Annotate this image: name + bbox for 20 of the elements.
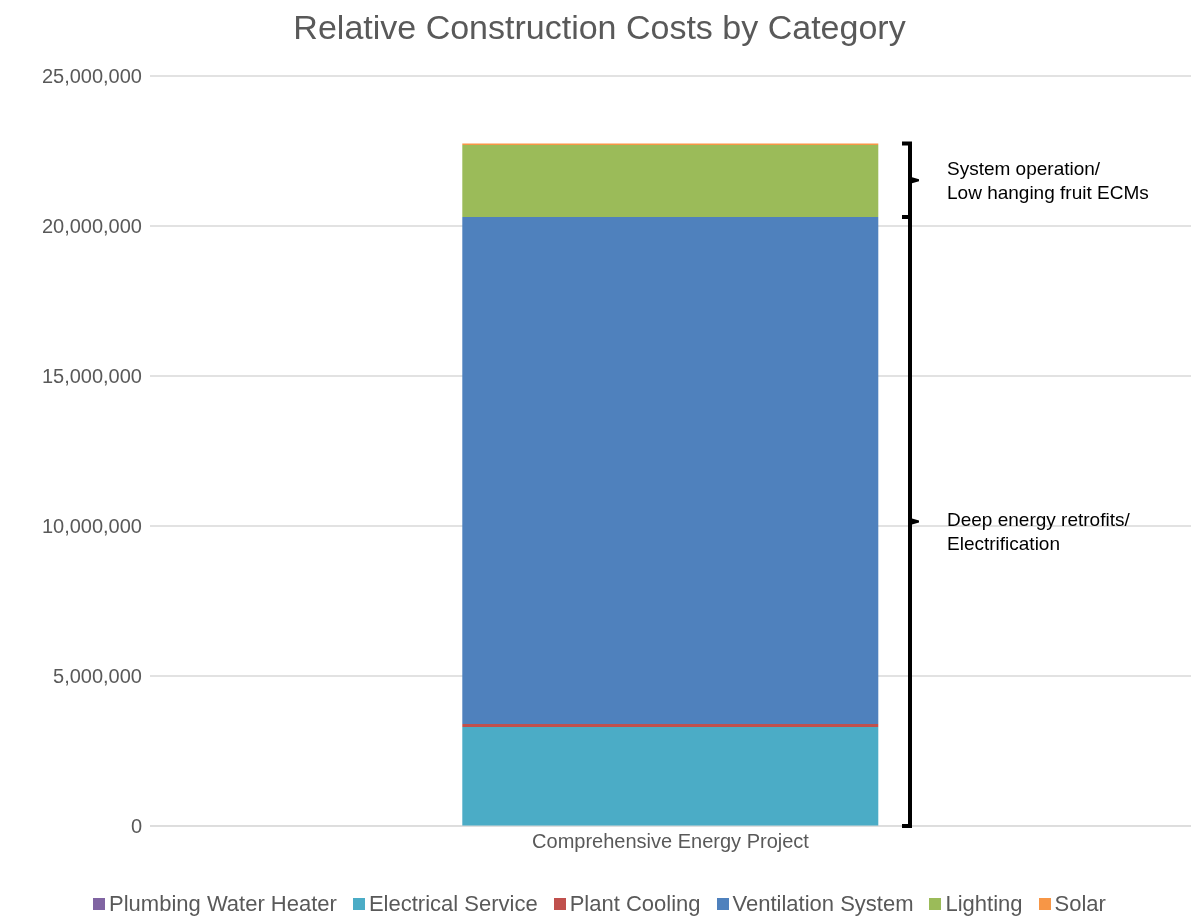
y-tick-label: 20,000,000: [41, 215, 142, 238]
legend-label: Ventilation System: [731, 891, 914, 917]
y-tick-label: 10,000,000: [41, 515, 142, 538]
y-tick-label: 5,000,000: [53, 665, 142, 688]
annotation: Deep energy retrofits/ Electrification: [947, 508, 1131, 554]
legend-label: Plumbing Water Heater: [108, 891, 337, 917]
y-tick-label: 25,000,000: [41, 65, 142, 88]
y-tick-label: 0: [130, 815, 142, 838]
y-tick-label: 15,000,000: [41, 365, 142, 388]
legend-label: Lighting: [944, 891, 1023, 917]
bar: [462, 217, 879, 724]
chart-title: Relative Construction Costs by Category: [292, 8, 907, 47]
legend-label: Electrical Service: [367, 891, 538, 917]
bar: [462, 145, 879, 217]
x-tick-label: Comprehensive Energy Project: [532, 830, 810, 853]
legend-label: Solar: [1053, 891, 1106, 917]
legend-label: Plant Cooling: [568, 891, 701, 917]
bar: [462, 727, 879, 826]
bar: [462, 724, 879, 727]
annotation: System operation/ Low hanging fruit ECMs: [947, 158, 1149, 204]
